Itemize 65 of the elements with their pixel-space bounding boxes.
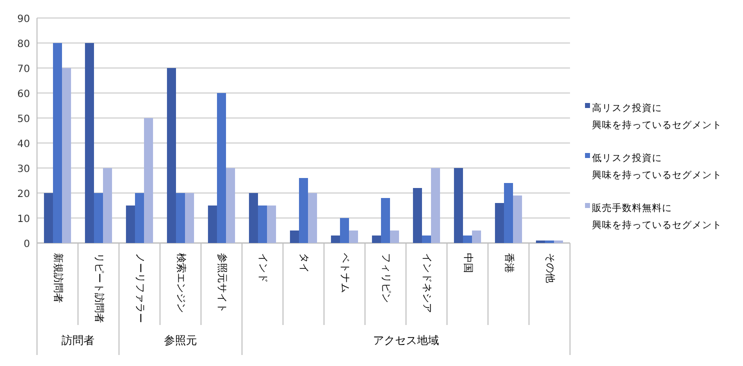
y-tick-label: 20 xyxy=(17,189,30,200)
x-tick-label: ベトナム xyxy=(339,253,350,293)
bar xyxy=(298,178,308,243)
bar xyxy=(412,188,422,243)
bar xyxy=(372,236,381,243)
x-tick-label: タイ xyxy=(298,253,309,273)
bar xyxy=(44,193,53,243)
bar xyxy=(258,206,268,243)
x-tick-label: リピート訪問者 xyxy=(93,253,105,323)
bar xyxy=(52,43,62,243)
bar xyxy=(380,198,390,243)
bar xyxy=(226,168,236,243)
bar xyxy=(134,193,144,243)
bar xyxy=(308,193,318,243)
x-tick-label: 中国 xyxy=(462,253,474,273)
x-tick-label: 参照元サイト xyxy=(216,253,228,313)
bar xyxy=(126,206,135,243)
bar xyxy=(103,168,112,243)
bar xyxy=(208,206,217,243)
bar xyxy=(290,230,299,243)
y-tick-label: 90 xyxy=(17,14,30,25)
bar xyxy=(390,230,400,243)
y-tick-label: 60 xyxy=(17,89,30,100)
x-tick-label: インド xyxy=(257,253,268,283)
x-tick-label: 検索エンジン xyxy=(175,253,187,313)
bar xyxy=(185,193,194,243)
y-tick-label: 0 xyxy=(24,239,30,250)
bar xyxy=(62,68,72,243)
bar xyxy=(166,68,176,243)
bar xyxy=(144,118,154,243)
bar xyxy=(349,230,358,243)
x-tick-label: 新規訪問者 xyxy=(52,253,64,303)
bar xyxy=(472,230,482,243)
text: 参照元 xyxy=(164,334,197,347)
bar xyxy=(422,236,432,243)
bar xyxy=(84,43,94,243)
y-tick-label: 50 xyxy=(17,114,30,125)
x-tick-label: インドネシア xyxy=(421,253,432,313)
bar xyxy=(454,168,463,243)
y-tick-label: 40 xyxy=(17,139,30,150)
text: 訪問者 xyxy=(62,334,94,347)
bar xyxy=(267,206,276,243)
bar xyxy=(504,183,514,243)
bar xyxy=(94,193,104,243)
x-tick-label: 香港 xyxy=(503,253,515,273)
text: アクセス地域 xyxy=(373,334,439,347)
legend-label: 低リスク投資に興味を持っているセグメント xyxy=(592,152,722,181)
legend-label: 販売手数料無料に興味を持っているセグメント xyxy=(592,202,722,231)
bar xyxy=(340,218,350,243)
bar xyxy=(176,193,186,243)
bar xyxy=(330,236,340,243)
y-tick-label: 70 xyxy=(17,64,30,75)
x-tick-label: フィリピン xyxy=(380,253,391,303)
legend-label: 高リスク投資に興味を持っているセグメント xyxy=(592,102,722,131)
y-tick-label: 30 xyxy=(17,164,30,175)
bar xyxy=(494,203,504,243)
x-tick-label: その他 xyxy=(544,253,556,283)
x-tick-label: ノーリファラー xyxy=(134,253,145,323)
y-tick-label: 10 xyxy=(17,214,30,225)
y-tick-label: 80 xyxy=(17,39,30,50)
bar xyxy=(462,236,472,243)
bar xyxy=(248,193,258,243)
bar xyxy=(513,196,522,243)
bar xyxy=(431,168,440,243)
bar xyxy=(216,93,226,243)
